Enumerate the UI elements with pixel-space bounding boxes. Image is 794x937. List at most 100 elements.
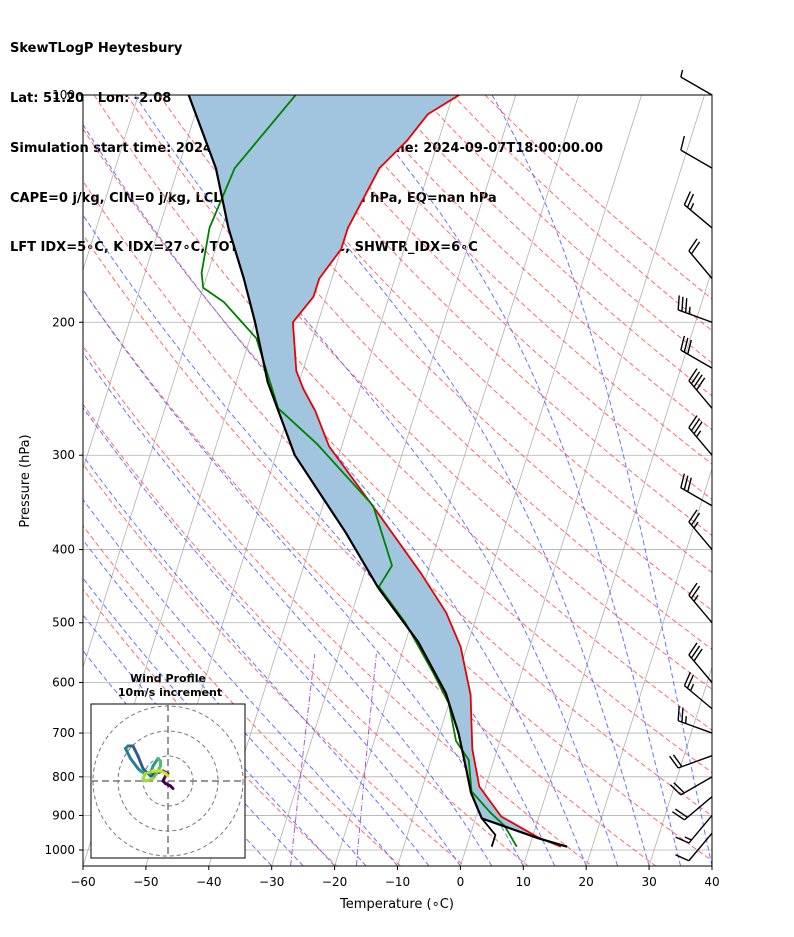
wind-barb: [688, 238, 713, 279]
barb-staff: [688, 521, 713, 551]
barb-full: [683, 672, 691, 686]
y-tick-label: 800: [52, 770, 75, 784]
wind-barb: [688, 368, 713, 409]
dry-adiabat-line: [83, 525, 401, 866]
x-tick-label: 20: [579, 875, 594, 889]
moist-adiabat-line: [83, 577, 335, 866]
title-station: SkewTLogP Heytesbury: [10, 41, 183, 57]
isotherm-line: [0, 95, 75, 866]
wind-barbs: [669, 69, 713, 862]
dry-adiabat-line: [83, 288, 657, 866]
hodograph-segment: [136, 754, 145, 770]
wind-barb: [680, 335, 713, 369]
barb-staff: [688, 380, 713, 409]
dewpoint-line: [200, 95, 518, 848]
barb-staff: [680, 76, 713, 96]
x-tick-label: −50: [133, 875, 158, 889]
x-tick-label: −40: [196, 875, 221, 889]
dry-adiabat-line: [83, 180, 712, 817]
x-tick-label: 10: [516, 875, 531, 889]
barb-full: [693, 374, 703, 388]
isotherm-line: [648, 665, 712, 866]
barb-full: [688, 509, 698, 523]
temperature-line: [291, 95, 562, 848]
wind-barb: [677, 706, 713, 734]
inset-title: Wind Profile: [130, 672, 206, 685]
barb-staff: [688, 427, 713, 456]
inset-subtitle: 10m/s increment: [118, 686, 222, 699]
barb-full: [688, 368, 698, 382]
wind-barb: [677, 295, 713, 323]
barb-full: [695, 377, 706, 391]
wind-barb: [688, 582, 713, 624]
moist-adiabat-line: [83, 406, 461, 866]
barb-half: [684, 836, 692, 841]
dry-adiabat-line: [191, 95, 712, 611]
isotherm-line: [711, 864, 712, 866]
x-tick-label: −20: [322, 875, 347, 889]
barb-half: [695, 430, 702, 438]
hodograph-segment: [124, 747, 132, 760]
barb-full: [675, 854, 690, 862]
moist-adiabat-line: [226, 95, 650, 866]
barb-full: [681, 707, 684, 723]
dry-adiabat-line: [158, 95, 712, 650]
dry-adiabat-line: [83, 463, 465, 866]
surface-lift-leg-line: [481, 817, 497, 847]
barb-full: [690, 241, 701, 255]
barb-full: [686, 193, 695, 208]
dry-adiabat-line: [126, 95, 712, 690]
y-tick-label: 300: [52, 448, 75, 462]
barb-full: [686, 674, 695, 689]
wind-barb: [688, 642, 713, 683]
wind-barb: [683, 672, 713, 710]
barb-full: [687, 339, 692, 355]
wind-barb: [683, 191, 713, 229]
barb-full: [675, 808, 688, 818]
y-tick-label: 500: [52, 616, 75, 630]
barb-full: [671, 811, 685, 821]
barb-full: [690, 418, 701, 432]
barb-staff: [688, 832, 713, 862]
barb-full: [683, 475, 689, 490]
mixing-ratio-line: [290, 653, 316, 866]
wind-barb: [669, 754, 713, 769]
shaded-region: [188, 95, 568, 847]
barb-staff: [688, 654, 713, 683]
barb-full: [672, 754, 683, 768]
isotherm-line: [0, 95, 13, 866]
moist-adiabat-line: [349, 95, 681, 866]
moist-adiabat-line: [83, 455, 430, 866]
wind-barb: [680, 69, 713, 96]
barb-staff: [680, 776, 713, 796]
hodograph-segment: [164, 772, 170, 778]
barb-full: [690, 512, 701, 526]
dry-adiabat-line: [83, 233, 712, 862]
x-tick-label: 30: [641, 875, 656, 889]
y-axis-label: Pressure (hPa): [18, 434, 33, 527]
barb-staff: [688, 594, 713, 624]
barb-full: [681, 296, 684, 312]
barb-full: [688, 582, 698, 596]
barb-full: [688, 415, 698, 429]
barb-half: [689, 203, 695, 211]
hodograph-segment: [131, 744, 140, 758]
barb-staff: [680, 149, 713, 169]
parcel-path-line: [187, 95, 568, 848]
wind-barb: [680, 473, 713, 507]
x-axis-label: Temperature (∘C): [339, 897, 454, 912]
barb-full: [690, 371, 701, 385]
barb-full: [693, 421, 703, 435]
barb-full: [683, 191, 691, 206]
dry-adiabat-line: [354, 95, 712, 431]
isotherm-line: [585, 467, 712, 866]
moist-adiabat-line: [83, 498, 398, 866]
y-tick-label: 600: [52, 676, 75, 690]
barb-full: [680, 135, 686, 151]
dry-adiabat-line: [484, 95, 712, 300]
barb-full: [680, 335, 686, 351]
moist-adiabat-line: [134, 95, 619, 866]
x-tick-label: 40: [704, 875, 719, 889]
y-tick-label: 1000: [44, 843, 75, 857]
wind-barb: [675, 815, 713, 844]
